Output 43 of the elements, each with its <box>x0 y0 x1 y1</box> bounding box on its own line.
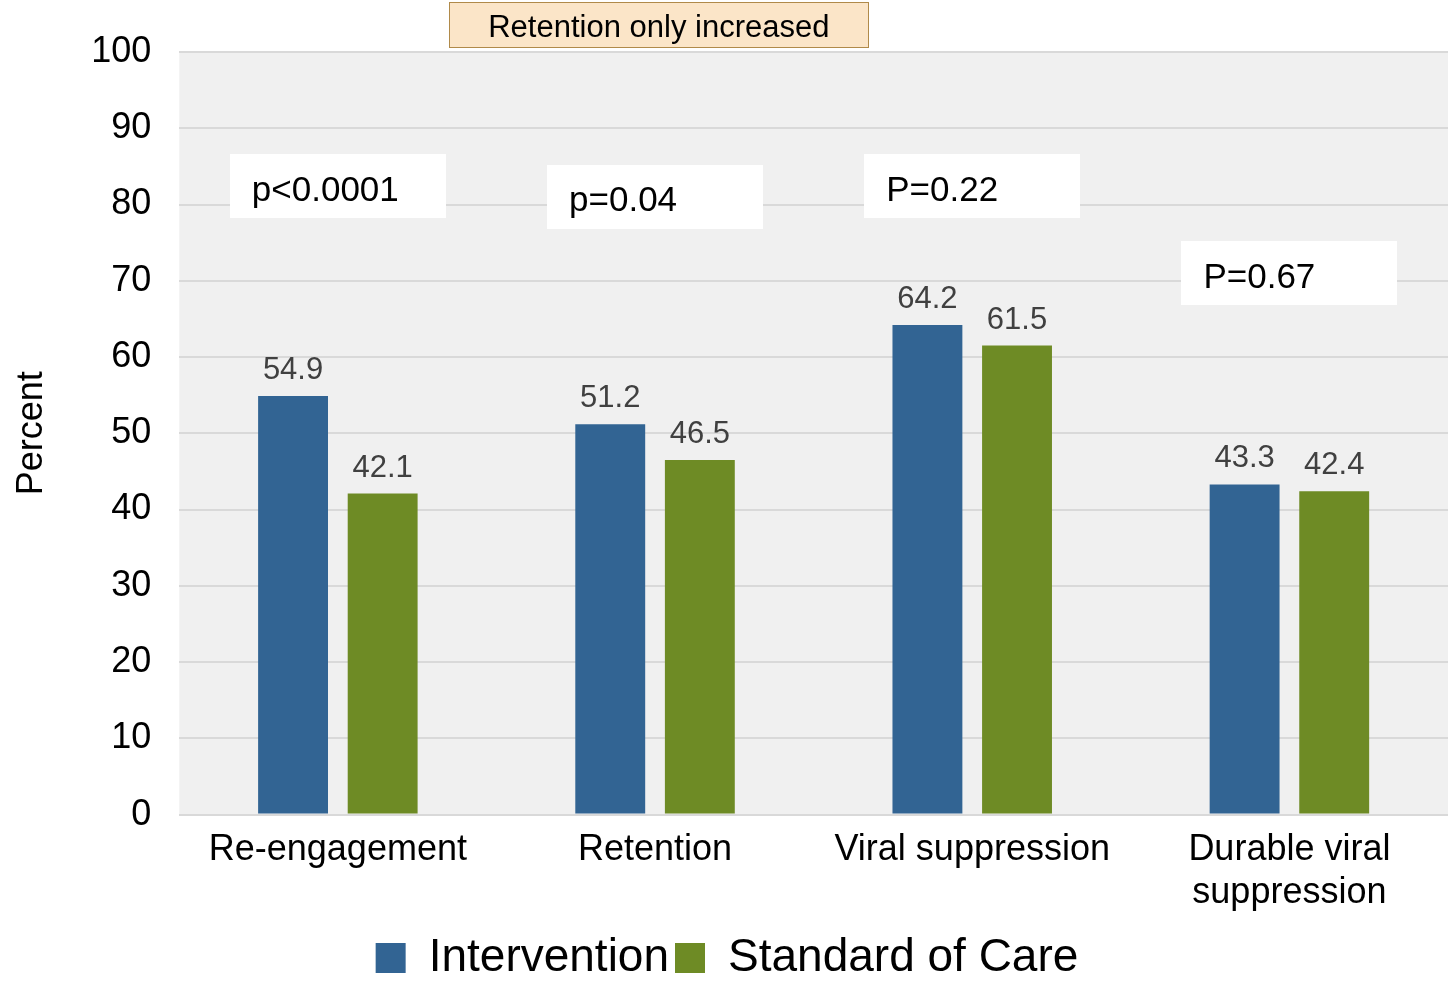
y-tick-label: 90 <box>111 105 152 147</box>
bar <box>664 459 735 814</box>
data-label: 64.2 <box>897 280 958 316</box>
y-tick-label: 80 <box>111 181 152 223</box>
note-box: P=0.67 <box>1181 241 1398 306</box>
data-label: 51.2 <box>580 379 641 415</box>
y-tick-label: 40 <box>111 486 152 528</box>
bar <box>1299 491 1370 814</box>
bar <box>982 345 1052 814</box>
y-tick-label: 70 <box>111 257 152 299</box>
y-tick-label: 0 <box>131 791 152 833</box>
y-tick-label: 50 <box>111 410 152 452</box>
y-tick-label: 30 <box>111 562 152 604</box>
y-tick-label: 20 <box>111 639 152 680</box>
bar <box>1209 484 1280 814</box>
bar <box>892 325 963 814</box>
annotation: p<0.0001 <box>251 168 399 209</box>
data-label: 54.9 <box>262 350 324 386</box>
note-box: p=0.04 <box>547 164 764 229</box>
y-tick-label: 10 <box>111 715 152 757</box>
bar <box>575 424 646 814</box>
annotation: P=0.67 <box>1203 255 1316 296</box>
data-label: 42.1 <box>352 448 413 484</box>
annotation: P=0.22 <box>886 168 999 209</box>
x-tick-label: Re-engagement <box>208 827 467 869</box>
note-box: Retention only increased <box>448 2 869 48</box>
legend-label: Intervention <box>428 928 670 981</box>
legend-label: Standard of Care <box>728 928 1079 981</box>
data-label: 42.4 <box>1304 446 1365 482</box>
x-tick-label: Viral suppression <box>834 827 1110 869</box>
y-tick-label: 100 <box>91 28 152 70</box>
y-tick-label: 60 <box>111 333 152 375</box>
note-box: P=0.22 <box>864 154 1081 219</box>
y-axis-title: Percent <box>8 371 50 496</box>
x-tick-label: Retention <box>577 827 733 869</box>
bar <box>258 395 328 814</box>
annotation: p=0.04 <box>569 179 678 219</box>
bar <box>347 493 418 814</box>
data-label: 43.3 <box>1214 439 1275 475</box>
note-box: p<0.0001 <box>229 154 446 219</box>
data-label: 46.5 <box>669 415 731 451</box>
x-tick-label: Durable viral suppression <box>1188 827 1391 912</box>
data-label: 61.5 <box>986 300 1048 336</box>
